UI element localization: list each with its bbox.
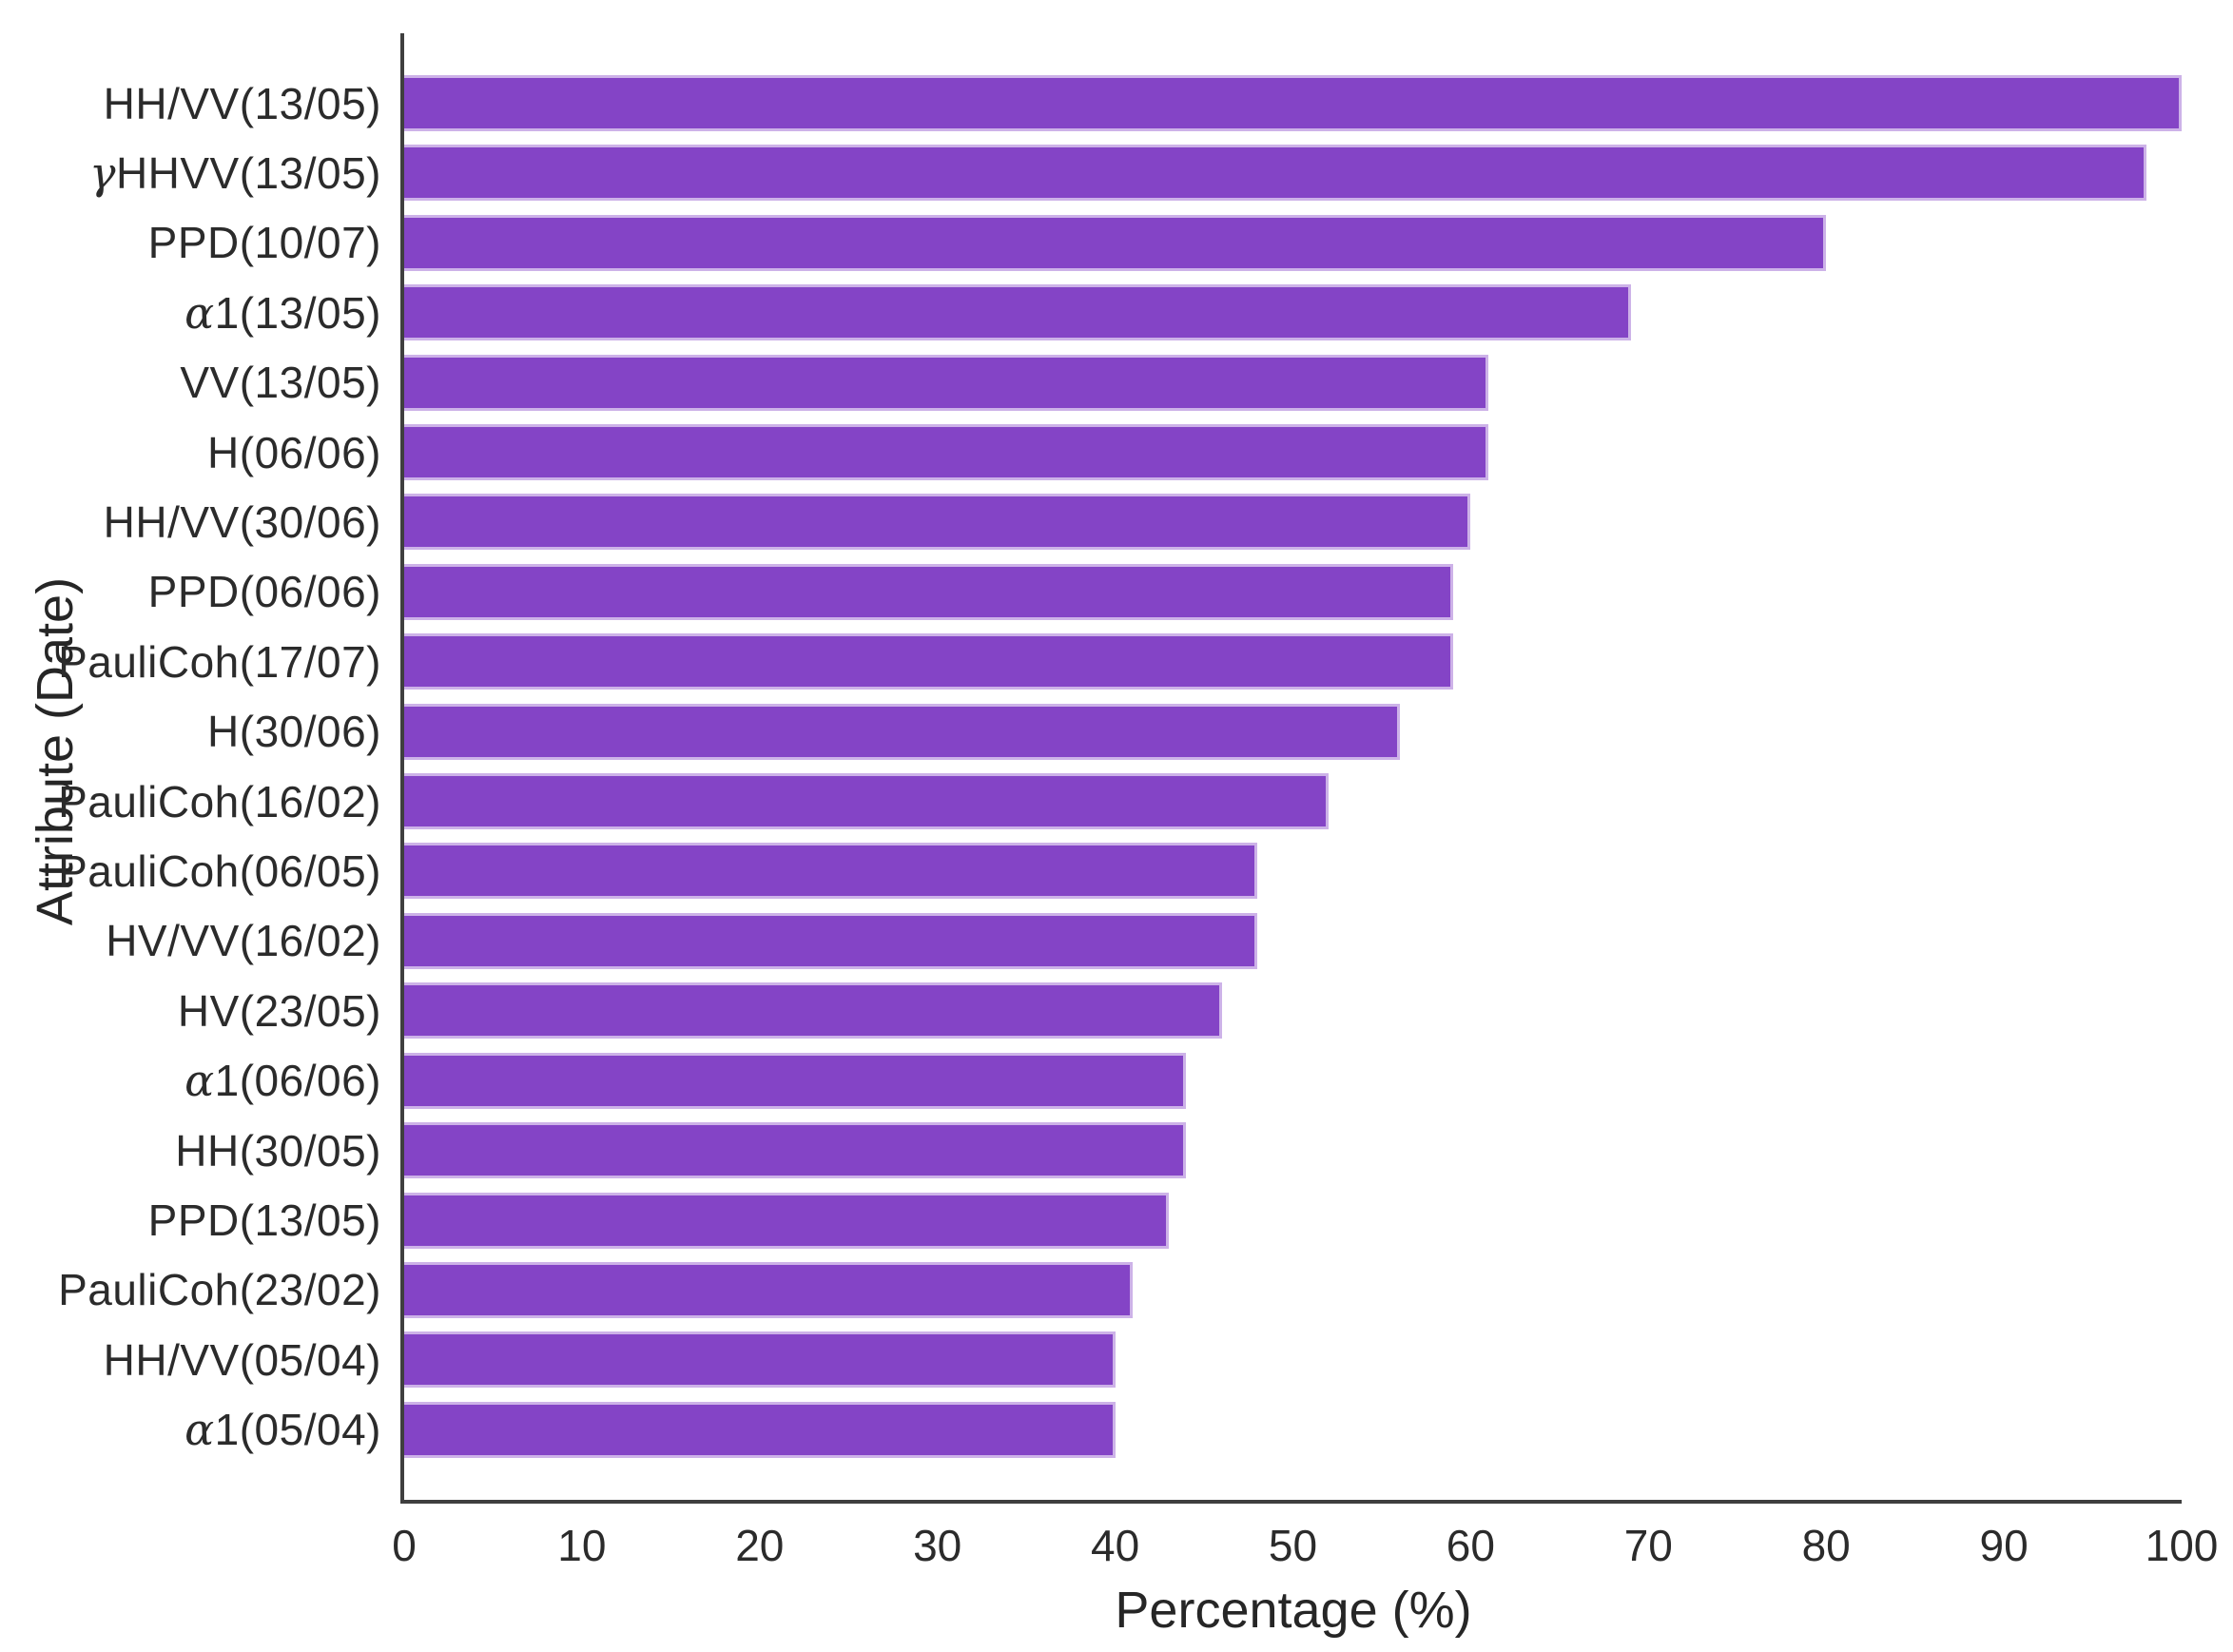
bar [404, 773, 1329, 830]
x-axis-title: Percentage (%) [1115, 1582, 1472, 1639]
bar-row: PauliCoh(06/05) [58, 843, 2182, 900]
bar-row: γHHVV(13/05) [89, 145, 2182, 202]
bar-row: H(06/06) [207, 424, 2182, 481]
bar [404, 633, 1453, 690]
x-tick-label: 60 [1446, 1521, 1495, 1570]
y-tick-label: γHHVV(13/05) [88, 146, 381, 199]
y-tick-label: H(06/06) [207, 427, 381, 477]
bars-container: HH/VV(13/05) γHHVV(13/05) PPD(10/07) α1(13/… [58, 75, 2182, 1458]
x-tick-label: 10 [557, 1521, 607, 1570]
bar [404, 1261, 1134, 1318]
bar [404, 75, 2182, 131]
bar [404, 1331, 1116, 1389]
bar-row: PauliCoh(23/02) [58, 1261, 2182, 1318]
x-tick-label: 30 [913, 1521, 962, 1570]
bar-row: PPD(10/07) [148, 214, 2182, 271]
x-tick-label: 0 [392, 1521, 417, 1570]
y-tick-label: PPD(06/06) [147, 567, 381, 617]
bar-row: HH/VV(13/05) [104, 75, 2182, 131]
x-tick-label: 70 [1623, 1521, 1673, 1570]
y-tick-label: VV(13/05) [180, 358, 381, 408]
bar-row: PauliCoh(17/07) [58, 633, 2182, 690]
bar [404, 703, 1400, 760]
bar [404, 354, 1489, 411]
bar-row: H(30/06) [207, 703, 2182, 760]
bar [404, 494, 1471, 551]
x-axis-ticks: 0 10 20 30 40 50 60 70 80 90 100 [392, 1520, 2218, 1577]
bar [404, 912, 1258, 969]
y-tick-label: HH/VV(13/05) [103, 78, 381, 128]
bar-row: PauliCoh(16/02) [58, 773, 2182, 830]
bar-row: HH/VV(30/06) [104, 494, 2182, 551]
x-tick-label: 90 [1979, 1521, 2029, 1570]
bar [404, 1401, 1116, 1458]
y-tick-label: α1(13/05) [184, 286, 381, 339]
y-tick-label: H(30/06) [207, 707, 381, 757]
y-tick-label: PauliCoh(06/05) [58, 845, 381, 896]
bar-row: VV(13/05) [180, 354, 2182, 411]
y-tick-label: PauliCoh(17/07) [58, 636, 381, 687]
y-tick-label: HV(23/05) [177, 985, 381, 1036]
y-axis-spine [400, 33, 404, 1504]
bar-row: HV/VV(16/02) [106, 912, 2182, 969]
bar-row: HH(30/05) [175, 1122, 2182, 1179]
y-tick-label: HH/VV(05/04) [103, 1334, 381, 1385]
x-tick-label: 50 [1268, 1521, 1318, 1570]
bar [404, 563, 1453, 620]
bar [404, 284, 1631, 341]
plot-area: HH/VV(13/05) γHHVV(13/05) PPD(10/07) α1(13/… [58, 33, 2182, 1504]
y-tick-label: HH(30/05) [175, 1125, 381, 1176]
y-tick-label: α1(05/04) [184, 1404, 381, 1456]
x-tick-label: 100 [2145, 1521, 2219, 1570]
y-tick-label: α1(06/06) [184, 1055, 381, 1107]
bar [404, 982, 1222, 1040]
bar-row: HV(23/05) [178, 982, 2182, 1040]
y-tick-label: PPD(10/07) [147, 218, 381, 268]
bar [404, 1192, 1169, 1249]
x-tick-label: 40 [1091, 1521, 1140, 1570]
bar-row: HH/VV(05/04) [104, 1331, 2182, 1389]
bar [404, 214, 1827, 271]
bar-row: PPD(06/06) [148, 563, 2182, 620]
x-tick-label: 20 [735, 1521, 785, 1570]
bar-row: α1(05/04) [184, 1401, 2182, 1458]
bar [404, 1052, 1187, 1109]
y-tick-label: PauliCoh(16/02) [58, 776, 381, 826]
bar [404, 1122, 1187, 1179]
x-axis-spine [400, 1500, 2182, 1504]
x-tick-label: 80 [1801, 1521, 1851, 1570]
bar [404, 424, 1489, 481]
y-tick-label: PauliCoh(23/02) [58, 1265, 381, 1315]
bar-row: α1(13/05) [184, 284, 2182, 341]
y-tick-label: HH/VV(30/06) [103, 496, 381, 547]
bar-row: PPD(13/05) [148, 1192, 2182, 1249]
y-tick-label: HV/VV(16/02) [106, 916, 381, 966]
y-tick-label: PPD(13/05) [147, 1195, 381, 1245]
bar [404, 145, 2146, 202]
bar [404, 843, 1258, 900]
bar-row: α1(06/06) [184, 1052, 2182, 1109]
